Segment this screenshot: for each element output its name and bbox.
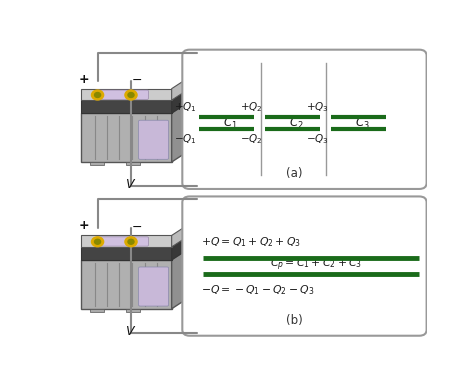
Bar: [82, 100, 172, 113]
Circle shape: [128, 239, 134, 244]
Bar: [82, 113, 172, 162]
Text: $+Q_2$: $+Q_2$: [240, 101, 263, 114]
Polygon shape: [172, 251, 186, 309]
Text: $-Q = -Q_1 - Q_2 - Q_3$: $-Q = -Q_1 - Q_2 - Q_3$: [201, 283, 314, 297]
Bar: [127, 162, 140, 165]
Polygon shape: [172, 79, 186, 100]
Text: $V$: $V$: [125, 325, 137, 338]
FancyBboxPatch shape: [182, 50, 427, 189]
Text: $+Q_1$: $+Q_1$: [174, 101, 197, 114]
FancyBboxPatch shape: [138, 267, 169, 306]
Text: $-Q_1$: $-Q_1$: [174, 132, 197, 145]
FancyBboxPatch shape: [96, 90, 148, 99]
Circle shape: [91, 90, 104, 100]
Text: $C_1$: $C_1$: [223, 116, 237, 131]
Bar: [82, 247, 172, 260]
Text: $V$: $V$: [125, 179, 137, 191]
FancyBboxPatch shape: [182, 196, 427, 336]
Text: (a): (a): [286, 167, 302, 180]
Circle shape: [128, 93, 134, 98]
Text: $-Q_2$: $-Q_2$: [240, 132, 263, 145]
Circle shape: [94, 93, 100, 98]
Bar: [82, 89, 172, 100]
Bar: [82, 235, 172, 247]
Bar: [82, 260, 172, 309]
Text: $C_3$: $C_3$: [355, 116, 370, 131]
Text: $-$: $-$: [131, 73, 142, 86]
Text: $-$: $-$: [131, 219, 142, 233]
Text: $+Q_3$: $+Q_3$: [306, 101, 329, 114]
Text: +: +: [79, 73, 90, 86]
Polygon shape: [172, 226, 186, 247]
Text: $+Q = Q_1 + Q_2 + Q_3$: $+Q = Q_1 + Q_2 + Q_3$: [201, 235, 301, 249]
Polygon shape: [172, 104, 186, 162]
Text: (b): (b): [286, 314, 303, 327]
Text: $-Q_3$: $-Q_3$: [306, 132, 329, 145]
FancyBboxPatch shape: [96, 237, 148, 246]
Bar: [91, 309, 104, 312]
Circle shape: [125, 237, 137, 247]
Text: $C_2$: $C_2$: [289, 116, 303, 131]
FancyBboxPatch shape: [138, 120, 169, 159]
Polygon shape: [172, 91, 186, 113]
Circle shape: [125, 90, 137, 100]
Polygon shape: [172, 238, 186, 260]
Bar: [91, 162, 104, 165]
Text: +: +: [79, 219, 90, 233]
Bar: [127, 309, 140, 312]
Text: $C_p = C_1 + C_2 + C_3$: $C_p = C_1 + C_2 + C_3$: [271, 256, 363, 273]
Circle shape: [91, 237, 104, 247]
Circle shape: [94, 239, 100, 244]
